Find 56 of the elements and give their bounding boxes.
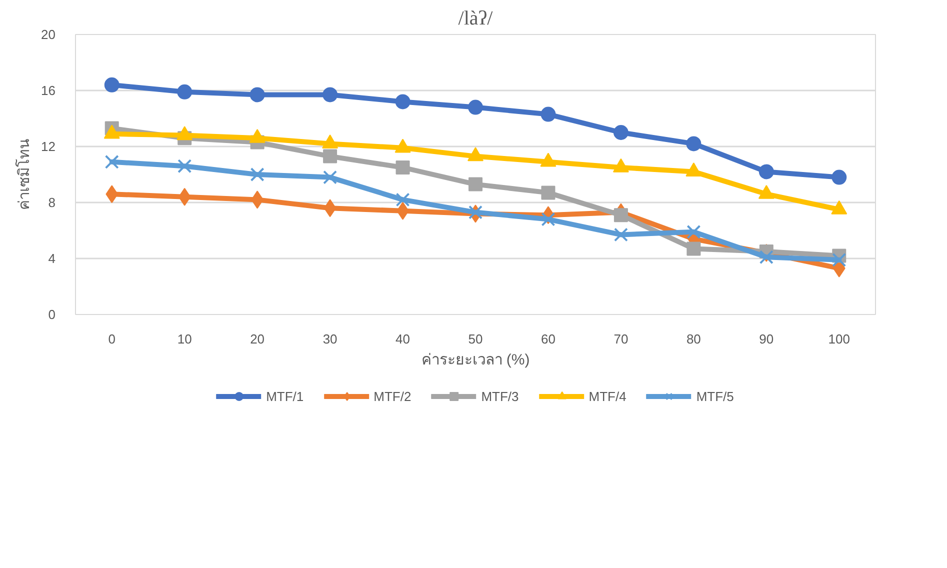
point	[323, 149, 338, 164]
x-tick-label: 80	[686, 332, 701, 346]
point	[686, 224, 701, 239]
x-tick-label: 100	[828, 332, 850, 346]
y-tick-label: 20	[41, 27, 56, 42]
point	[540, 106, 556, 122]
point	[250, 87, 265, 102]
point	[614, 208, 628, 222]
point	[468, 177, 482, 192]
point	[832, 252, 846, 267]
point	[322, 87, 338, 102]
x-tick-label: 50	[468, 332, 483, 346]
point	[468, 205, 483, 220]
x-axis-title: ค่าระยะเวลา (%)	[421, 352, 530, 368]
legend-label: MTF/1	[266, 388, 304, 404]
x-tick-label: 90	[759, 332, 774, 346]
point	[468, 100, 483, 115]
y-tick-label: 12	[41, 139, 56, 154]
point	[177, 84, 192, 100]
point	[324, 199, 336, 218]
point	[178, 188, 191, 206]
chart-title: /làʔ/	[458, 8, 494, 30]
point	[832, 170, 847, 185]
x-tick-label: 30	[322, 332, 338, 346]
point	[178, 159, 192, 174]
point	[686, 136, 702, 152]
point	[104, 154, 119, 169]
y-axis-title: ค่าเซมิโทน	[15, 139, 34, 210]
legend-label: MTF/5	[696, 388, 734, 404]
legend-label: MTF/4	[588, 388, 626, 404]
point	[396, 160, 410, 174]
y-tick-label: 16	[41, 83, 56, 98]
x-tick-label: 10	[177, 332, 192, 346]
x-tick-label: 20	[250, 332, 265, 346]
point	[686, 242, 701, 256]
legend-label: MTF/3	[481, 388, 519, 404]
x-tick-label: 0	[108, 332, 116, 346]
legend-label: MTF/2	[374, 388, 412, 404]
point	[395, 94, 410, 110]
point	[613, 125, 628, 140]
y-tick-label: 4	[48, 251, 56, 266]
point	[104, 77, 120, 92]
point	[759, 250, 774, 264]
point	[758, 164, 774, 180]
point	[541, 186, 556, 200]
point	[323, 170, 338, 184]
y-tick-label: 8	[48, 195, 56, 210]
point	[396, 192, 410, 207]
point	[106, 185, 118, 204]
y-tick-label: 0	[48, 307, 56, 322]
point	[250, 167, 264, 182]
x-tick-label: 70	[614, 332, 628, 346]
point	[541, 212, 556, 226]
x-tick-label: 40	[396, 332, 410, 346]
x-tick-label: 60	[540, 332, 556, 346]
point	[614, 228, 628, 242]
